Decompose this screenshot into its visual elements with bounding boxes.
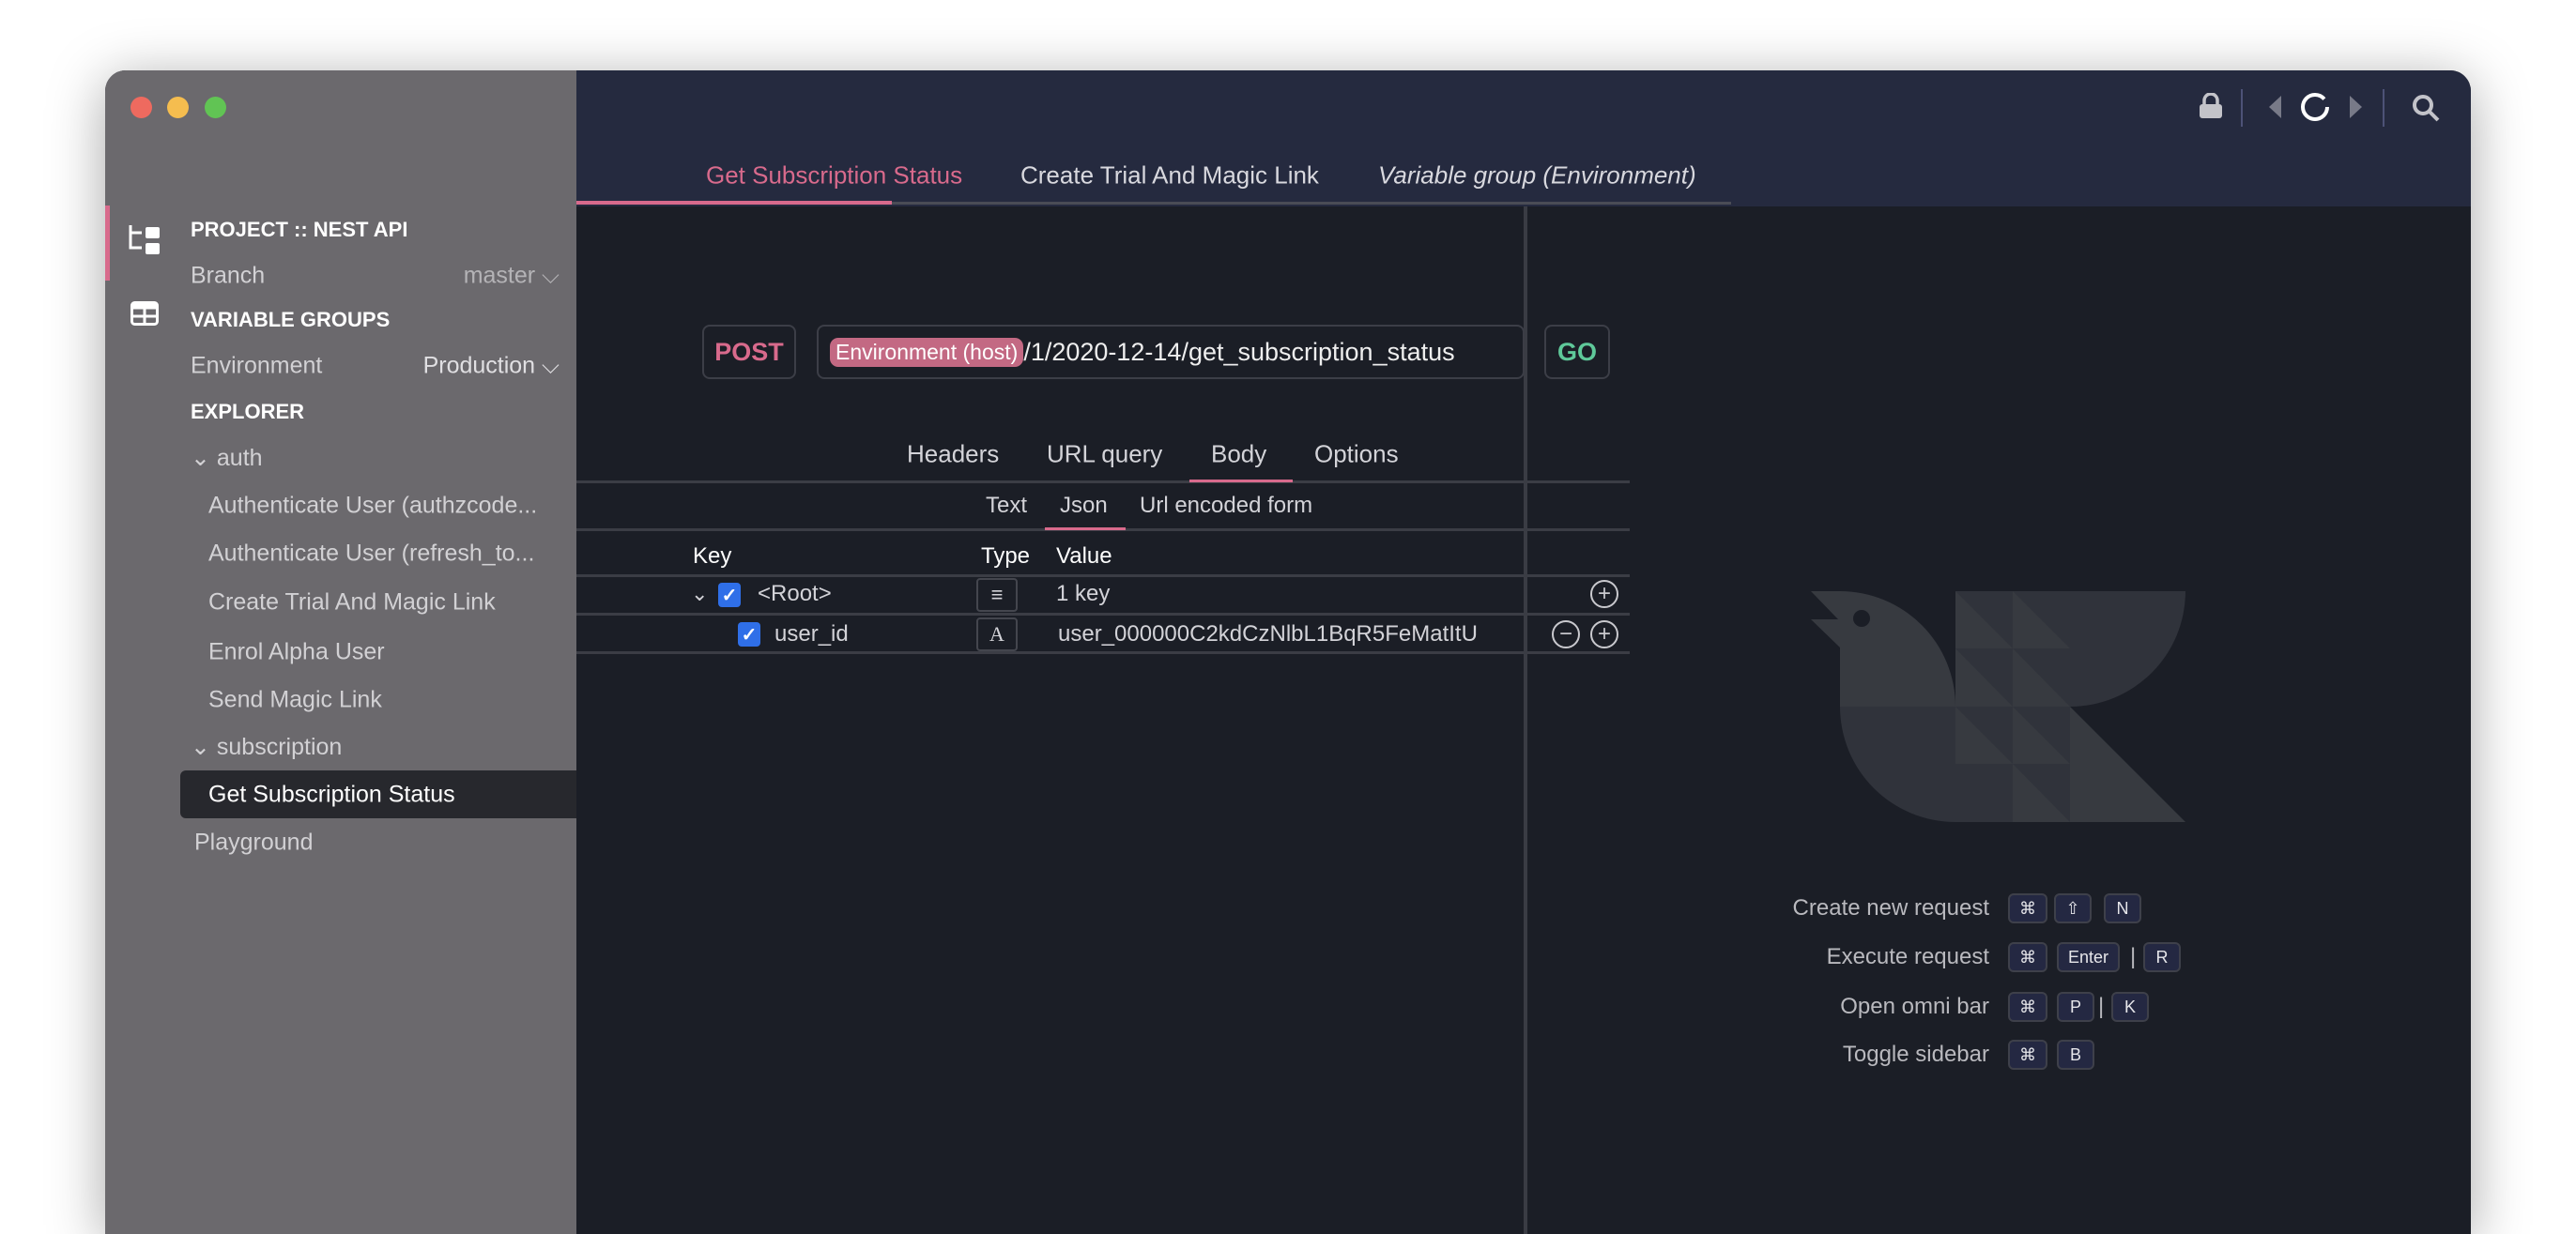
loading-spinner-icon [2301,93,2329,121]
explorer-item[interactable]: Create Trial And Magic Link [208,588,496,616]
divider [576,651,1630,654]
cmd-key: ⌘ [2008,1040,2047,1070]
key: R [2143,942,2181,972]
remove-row-icon[interactable]: − [1552,620,1580,648]
folder-name: subscription [216,734,343,760]
row-key[interactable]: <Root> [758,581,832,606]
variable-groups-title: VARIABLE GROUPS [191,308,391,331]
separator: | [2130,944,2137,969]
url-path: /1/2020-12-14/get_subscription_status [1023,337,1455,366]
chevron-down-icon: ⌵ [542,262,560,289]
variable-groups-icon[interactable] [130,301,159,326]
row-key[interactable]: user_id [774,621,849,647]
tab-url-query[interactable]: URL query [1047,439,1163,468]
divider [576,574,1630,577]
search-icon[interactable] [2412,94,2440,122]
explorer-title: EXPLORER [191,400,305,423]
column-key: Key [693,543,732,569]
environment-value: Production [422,352,536,379]
explorer-item-label: Get Subscription Status [208,781,455,808]
add-row-icon[interactable]: + [1590,580,1618,608]
active-body-tab-indicator [1045,527,1126,530]
add-row-icon[interactable]: + [1590,620,1618,648]
chevron-down-icon: ⌄ [191,734,210,760]
branch-label: Branch [191,262,266,289]
playground-item[interactable]: Playground [194,829,314,856]
branch-select[interactable]: master ⌵ [464,263,560,290]
url-variable-pill[interactable]: Environment (host) [830,337,1024,367]
environment-label: Environment [191,352,323,379]
body-tab-url-encoded-form[interactable]: Url encoded form [1140,493,1313,518]
folder-auth[interactable]: ⌄ auth [191,444,263,472]
row-checkbox[interactable]: ✓ [718,583,741,607]
forward-arrow-icon[interactable] [2349,96,2362,118]
body-tab-json[interactable]: Json [1060,493,1108,518]
project-tree-icon[interactable] [128,225,161,255]
divider [2241,89,2243,127]
minimize-window-button[interactable] [167,97,189,118]
shortcut-label: Execute request [1826,944,1989,969]
title-bar: Get Subscription Status Create Trial And… [576,70,2471,206]
project-title: PROJECT :: NEST API [191,218,408,241]
key: K [2111,992,2149,1022]
app-window: PROJECT :: NEST API Branch master ⌵ VARI… [105,70,2471,1234]
tab-get-subscription-status[interactable]: Get Subscription Status [706,160,963,190]
explorer-item[interactable]: Authenticate User (refresh_to... [208,540,535,567]
branch-value: master [463,262,536,289]
type-string-icon[interactable]: A [976,617,1018,651]
url-input[interactable]: Environment (host)/1/2020-12-14/get_subs… [817,325,1525,379]
request-panel: POST Environment (host)/1/2020-12-14/get… [576,206,1630,1234]
method-select[interactable]: POST [702,325,796,379]
close-window-button[interactable] [130,97,152,118]
explorer-item[interactable]: Send Magic Link [208,686,382,713]
back-arrow-icon[interactable] [2269,96,2282,118]
type-object-icon[interactable]: ≡ [976,578,1018,612]
row-value[interactable]: user_000000C2kdCzNlbL1BqR5FeMatItU [1058,621,1478,647]
folder-subscription[interactable]: ⌄ subscription [191,733,342,761]
expand-chevron-icon[interactable]: ⌄ [691,582,709,605]
app-logo-bird-icon [1811,591,2185,822]
panel-splitter[interactable] [1524,206,1527,1234]
zoom-window-button[interactable] [205,97,226,118]
cmd-key: ⌘ [2008,893,2047,923]
chevron-down-icon: ⌄ [191,445,210,471]
tab-headers[interactable]: Headers [907,439,1000,468]
column-value: Value [1056,543,1112,569]
shift-key: ⇧ [2054,893,2092,923]
active-request-tab-indicator [1189,480,1293,482]
folder-name: auth [216,445,263,471]
lock-icon[interactable] [2199,93,2223,119]
divider [576,480,1630,483]
key: P [2057,992,2094,1022]
key: N [2104,893,2141,923]
cmd-key: ⌘ [2008,992,2047,1022]
tab-variable-group[interactable]: Variable group (Environment) [1378,160,1696,190]
shortcut-label: Create new request [1792,895,1989,921]
tab-create-trial-and-magic-link[interactable]: Create Trial And Magic Link [1020,160,1319,190]
column-type: Type [981,543,1031,569]
divider [576,613,1630,616]
cmd-key: ⌘ [2008,942,2047,972]
chevron-down-icon: ⌵ [542,352,560,379]
sidebar: PROJECT :: NEST API Branch master ⌵ VARI… [105,70,576,1234]
body-tab-text[interactable]: Text [986,493,1028,518]
active-section-indicator [105,206,110,281]
tab-body[interactable]: Body [1211,439,1267,468]
separator: | [2098,994,2105,1019]
environment-select[interactable]: Production ⌵ [423,353,560,380]
explorer-item-selected[interactable] [180,770,576,818]
key: Enter [2057,942,2121,972]
go-button[interactable]: GO [1544,325,1610,379]
tab-bar-line [576,202,1731,205]
explorer-item[interactable]: Enrol Alpha User [208,638,385,665]
divider [2383,89,2384,127]
explorer-item[interactable]: Authenticate User (authzcode... [208,492,538,519]
shortcut-label: Open omni bar [1840,994,1989,1019]
row-value: 1 key [1056,581,1111,606]
shortcut-label: Toggle sidebar [1842,1042,1989,1067]
active-tab-indicator [576,201,892,205]
key: B [2057,1040,2094,1070]
row-checkbox[interactable]: ✓ [738,622,760,647]
tab-options[interactable]: Options [1314,439,1399,468]
